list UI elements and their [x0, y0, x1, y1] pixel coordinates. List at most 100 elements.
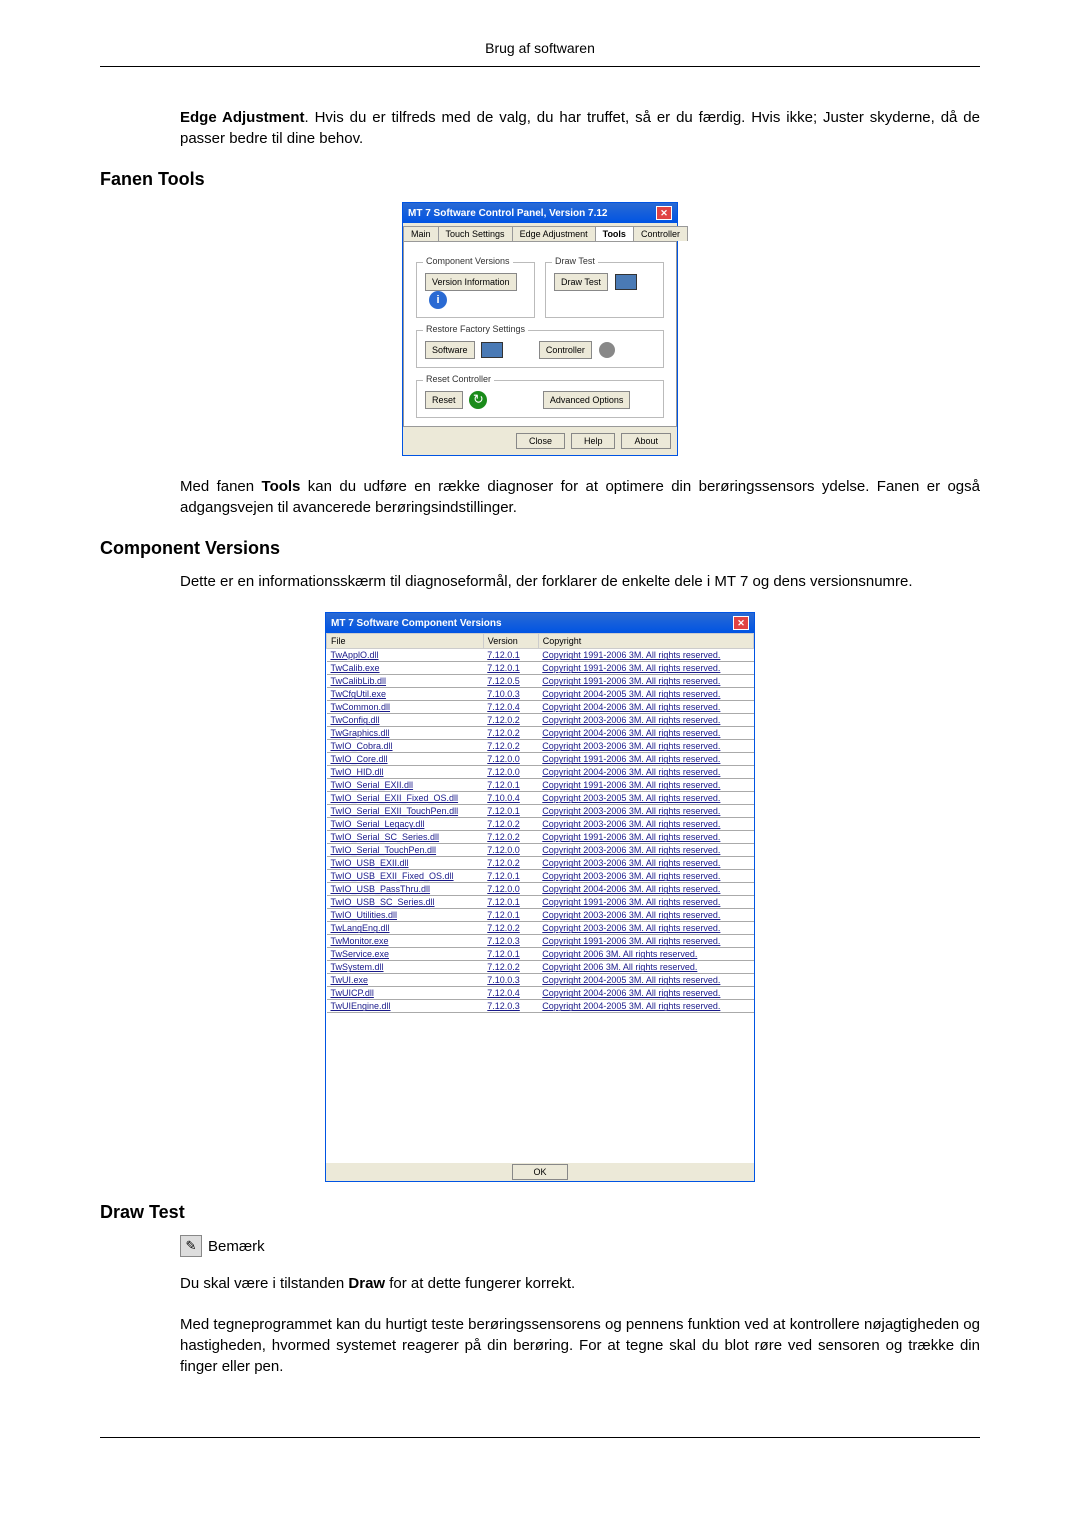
table-row: TwIO_Core.dll7.12.0.0Copyright 1991-2006… [327, 753, 754, 766]
recycle-icon [469, 391, 487, 409]
software-button[interactable]: Software [425, 341, 475, 359]
close-icon[interactable]: ✕ [733, 616, 749, 630]
cell-file: TwCalib.exe [327, 662, 484, 675]
cell-copyright: Copyright 1991-2006 3M. All rights reser… [538, 649, 753, 662]
table-row: TwUI.exe7.10.0.3Copyright 2004-2005 3M. … [327, 974, 754, 987]
ok-button[interactable]: OK [512, 1164, 567, 1180]
cell-version: 7.12.0.2 [483, 831, 538, 844]
cell-file: TwGraphics.dll [327, 727, 484, 740]
draw-test-button[interactable]: Draw Test [554, 273, 608, 291]
advanced-options-button[interactable]: Advanced Options [543, 391, 631, 409]
close-icon[interactable]: ✕ [656, 206, 672, 220]
cell-version: 7.12.0.2 [483, 740, 538, 753]
cell-copyright: Copyright 2003-2006 3M. All rights reser… [538, 909, 753, 922]
about-button[interactable]: About [621, 433, 671, 449]
cell-version: 7.12.0.1 [483, 896, 538, 909]
reset-button[interactable]: Reset [425, 391, 463, 409]
cell-copyright: Copyright 2004-2006 3M. All rights reser… [538, 987, 753, 1000]
cell-file: TwIO_Serial_Legacy.dll [327, 818, 484, 831]
note-label: Bemærk [208, 1238, 265, 1255]
tab-main[interactable]: Main [403, 226, 439, 241]
cell-copyright: Copyright 2006 3M. All rights reserved. [538, 948, 753, 961]
cell-file: TwUIEngine.dll [327, 1000, 484, 1013]
restore-factory-group: Restore Factory Settings Software Contro… [416, 330, 664, 368]
section1-text: Med fanen Tools kan du udføre en række d… [180, 476, 980, 518]
cell-version: 7.12.0.3 [483, 935, 538, 948]
tab-touch-settings[interactable]: Touch Settings [438, 226, 513, 241]
section3-text1: Du skal være i tilstanden Draw for at de… [180, 1273, 980, 1294]
cell-copyright: Copyright 2003-2006 3M. All rights reser… [538, 818, 753, 831]
software-label: Software [432, 345, 468, 355]
reset-controller-group: Reset Controller Reset Advanced Options [416, 380, 664, 418]
page-header: Brug af softwaren [100, 40, 980, 67]
table-row: TwUICP.dll7.12.0.4Copyright 2004-2006 3M… [327, 987, 754, 1000]
tools-tabs: Main Touch Settings Edge Adjustment Tool… [403, 223, 677, 242]
cell-file: TwLangEng.dll [327, 922, 484, 935]
reset-label: Reset [432, 395, 456, 405]
table-row: TwUIEngine.dll7.12.0.3Copyright 2004-200… [327, 1000, 754, 1013]
component-versions-heading: Component Versions [100, 538, 980, 559]
tab-edge-adjustment[interactable]: Edge Adjustment [512, 226, 596, 241]
table-row: TwIO_Serial_SC_Series.dll7.12.0.2Copyrig… [327, 831, 754, 844]
cell-version: 7.12.0.0 [483, 883, 538, 896]
cell-copyright: Copyright 2003-2006 3M. All rights reser… [538, 844, 753, 857]
version-info-label: Version Information [432, 277, 510, 287]
table-row: TwIO_Utilities.dll7.12.0.1Copyright 2003… [327, 909, 754, 922]
cell-file: TwIO_HID.dll [327, 766, 484, 779]
help-button[interactable]: Help [571, 433, 616, 449]
table-row: TwIO_Serial_EXII.dll7.12.0.1Copyright 19… [327, 779, 754, 792]
cell-version: 7.10.0.3 [483, 688, 538, 701]
cell-copyright: Copyright 1991-2006 3M. All rights reser… [538, 662, 753, 675]
cell-version: 7.12.0.1 [483, 805, 538, 818]
table-row: TwIO_USB_PassThru.dll7.12.0.0Copyright 2… [327, 883, 754, 896]
col-copyright: Copyright [538, 634, 753, 649]
cell-file: TwCalibLib.dll [327, 675, 484, 688]
cell-file: TwConfig.dll [327, 714, 484, 727]
cell-copyright: Copyright 1991-2006 3M. All rights reser… [538, 831, 753, 844]
section2-text: Dette er en informationsskærm til diagno… [180, 571, 980, 592]
versions-footer: OK [326, 1163, 754, 1181]
table-row: TwIO_Serial_TouchPen.dll7.12.0.0Copyrigh… [327, 844, 754, 857]
table-row: TwCalib.exe7.12.0.1Copyright 1991-2006 3… [327, 662, 754, 675]
draw-bold: Draw [348, 1275, 385, 1292]
cell-copyright: Copyright 2004-2005 3M. All rights reser… [538, 974, 753, 987]
version-info-button[interactable]: Version Information [425, 273, 517, 291]
cell-version: 7.12.0.2 [483, 922, 538, 935]
table-row: TwConfig.dll7.12.0.2Copyright 2003-2006 … [327, 714, 754, 727]
draw-test-label: Draw Test [561, 277, 601, 287]
tools-titlebar: MT 7 Software Control Panel, Version 7.1… [403, 203, 677, 223]
controller-button[interactable]: Controller [539, 341, 592, 359]
cell-file: TwIO_Serial_SC_Series.dll [327, 831, 484, 844]
cell-copyright: Copyright 2004-2006 3M. All rights reser… [538, 766, 753, 779]
cell-copyright: Copyright 2003-2006 3M. All rights reser… [538, 870, 753, 883]
cell-copyright: Copyright 2003-2006 3M. All rights reser… [538, 714, 753, 727]
cell-version: 7.12.0.1 [483, 870, 538, 883]
cell-copyright: Copyright 2004-2006 3M. All rights reser… [538, 727, 753, 740]
display-icon [615, 274, 637, 290]
cell-version: 7.12.0.2 [483, 818, 538, 831]
table-row: TwMonitor.exe7.12.0.3Copyright 1991-2006… [327, 935, 754, 948]
note-icon: ✎ [180, 1235, 202, 1257]
cell-file: TwIO_Utilities.dll [327, 909, 484, 922]
cell-file: TwService.exe [327, 948, 484, 961]
versions-dialog: MT 7 Software Component Versions ✕ File … [325, 612, 755, 1182]
cell-file: TwIO_USB_EXII.dll [327, 857, 484, 870]
cell-copyright: Copyright 1991-2006 3M. All rights reser… [538, 753, 753, 766]
tab-tools[interactable]: Tools [595, 226, 634, 241]
gear-icon [599, 342, 615, 358]
versions-titlebar: MT 7 Software Component Versions ✕ [326, 613, 754, 633]
cell-version: 7.12.0.1 [483, 948, 538, 961]
close-button[interactable]: Close [516, 433, 565, 449]
tools-footer: Close Help About [403, 427, 677, 455]
cell-copyright: Copyright 2003-2005 3M. All rights reser… [538, 792, 753, 805]
software-icon [481, 342, 503, 358]
cell-version: 7.12.0.1 [483, 649, 538, 662]
versions-table: File Version Copyright TwApplO.dll7.12.0… [326, 633, 754, 1013]
tab-controller[interactable]: Controller [633, 226, 688, 241]
tools-title: MT 7 Software Control Panel, Version 7.1… [408, 208, 608, 219]
cell-file: TwCommon.dll [327, 701, 484, 714]
cell-file: TwIO_Serial_EXII.dll [327, 779, 484, 792]
cell-file: TwIO_Serial_EXII_TouchPen.dll [327, 805, 484, 818]
table-row: TwCfgUtil.exe7.10.0.3Copyright 2004-2005… [327, 688, 754, 701]
cell-version: 7.10.0.3 [483, 974, 538, 987]
